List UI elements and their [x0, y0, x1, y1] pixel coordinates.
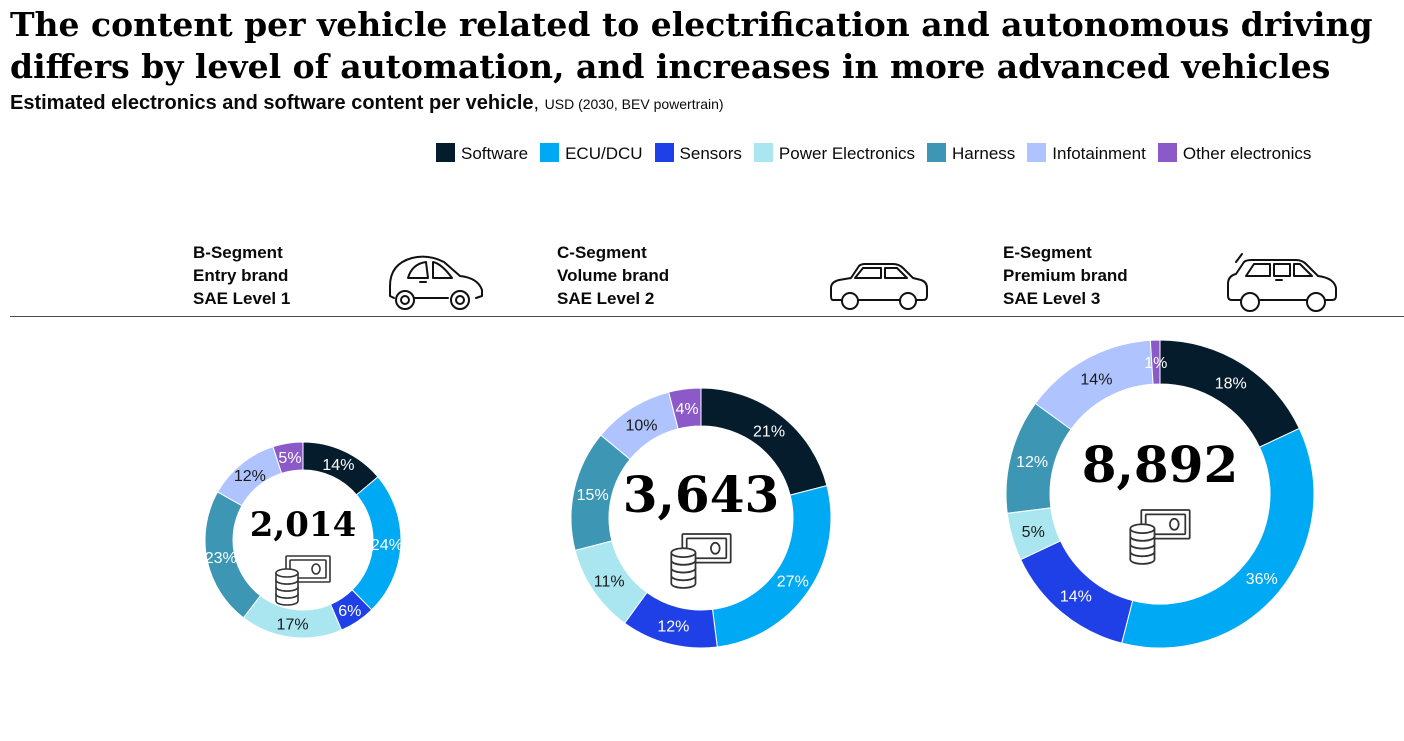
donut-chart: 14% 24% 6% 17% 23% 12% 5% 2,014 [204, 441, 403, 639]
header-divider [10, 316, 1404, 317]
donut-chart: 18% 36% 14% 5% 12% 14% 1% 8,892 [1005, 339, 1315, 649]
slice-data-label: 12% [657, 619, 689, 636]
legend-item: Other electronics [1157, 143, 1312, 164]
legend-swatch [540, 143, 560, 162]
chart-subtitle: Estimated electronics and software conte… [10, 90, 724, 117]
slice-data-label: 17% [277, 616, 309, 633]
legend-label: Harness [951, 144, 1016, 163]
slice-data-label: 21% [753, 423, 785, 440]
legend-item: Power Electronics [753, 143, 915, 164]
legend-swatch [1027, 143, 1047, 162]
slice-data-label: 14% [1060, 589, 1092, 606]
donut-slice [272, 441, 304, 474]
segment-label-b: B-Segment Entry brand SAE Level 1 [193, 243, 291, 308]
slice-data-label: 1% [1144, 355, 1167, 372]
hatchback-car-icon [389, 255, 483, 310]
legend-swatch [753, 143, 773, 162]
slice-data-label: 24% [371, 537, 403, 554]
legend-item: ECU/DCU [540, 143, 643, 164]
legend-label: Other electronics [1182, 144, 1312, 163]
legend-item: Infotainment [1027, 143, 1146, 164]
slice-data-label: 18% [1215, 376, 1247, 393]
legend-swatch [926, 143, 946, 162]
donut-slice [668, 387, 702, 430]
donut-total: 8,892 [1082, 435, 1239, 494]
slice-data-label: 14% [322, 457, 354, 474]
legend-item: Sensors [654, 143, 742, 164]
legend-item: Harness [926, 143, 1016, 164]
legend-item: Software [436, 143, 528, 164]
segment-label-c: C-Segment Volume brand SAE Level 2 [557, 243, 670, 308]
segment-label-e: E-Segment Premium brand SAE Level 3 [1003, 243, 1128, 308]
slice-data-label: 10% [626, 417, 658, 434]
slice-data-label: 15% [577, 487, 609, 504]
suv-car-icon [1227, 253, 1337, 312]
slice-data-label: 4% [676, 401, 699, 418]
slice-data-label: 6% [338, 603, 361, 620]
slice-data-label: 23% [205, 550, 237, 567]
donut-slice [1121, 427, 1315, 649]
chart-legend: Software ECU/DCU Sensors Power Electronics H… [436, 143, 1404, 165]
legend-label: Infotainment [1052, 144, 1146, 163]
slice-data-label: 12% [234, 468, 266, 485]
legend-swatch [1157, 143, 1177, 162]
money-coins-icon [1129, 509, 1191, 565]
legend-label: Software [461, 144, 529, 163]
legend-swatch [436, 143, 455, 162]
slice-data-label: 12% [1016, 454, 1048, 471]
donut-total: 2,014 [250, 505, 356, 545]
legend-label: Power Electronics [778, 144, 915, 163]
donut-chart: 21% 27% 12% 11% 15% 10% 4% 3,643 [570, 387, 832, 649]
slice-data-label: 5% [1022, 524, 1045, 541]
legend-swatch [654, 143, 674, 162]
slice-data-label: 14% [1080, 371, 1112, 388]
legend-label: Sensors [679, 144, 742, 163]
chart-title: The content per vehicle related to elect… [10, 5, 1373, 86]
subtitle-separator: , [533, 92, 545, 114]
slice-data-label: 5% [278, 450, 301, 467]
subtitle-unit: USD (2030, BEV powertrain) [544, 96, 724, 112]
sedan-car-icon [830, 263, 928, 310]
subtitle-main: Estimated electronics and software conte… [10, 92, 534, 114]
donut-slice [1149, 339, 1161, 385]
slice-data-label: 36% [1246, 571, 1278, 588]
legend-label: ECU/DCU [565, 144, 643, 163]
donut-slice [1159, 339, 1301, 448]
donut-total: 3,643 [623, 465, 780, 524]
money-coins-icon [670, 533, 732, 589]
slice-data-label: 27% [777, 573, 809, 590]
money-coins-icon [275, 555, 331, 606]
slice-data-label: 11% [594, 573, 625, 590]
